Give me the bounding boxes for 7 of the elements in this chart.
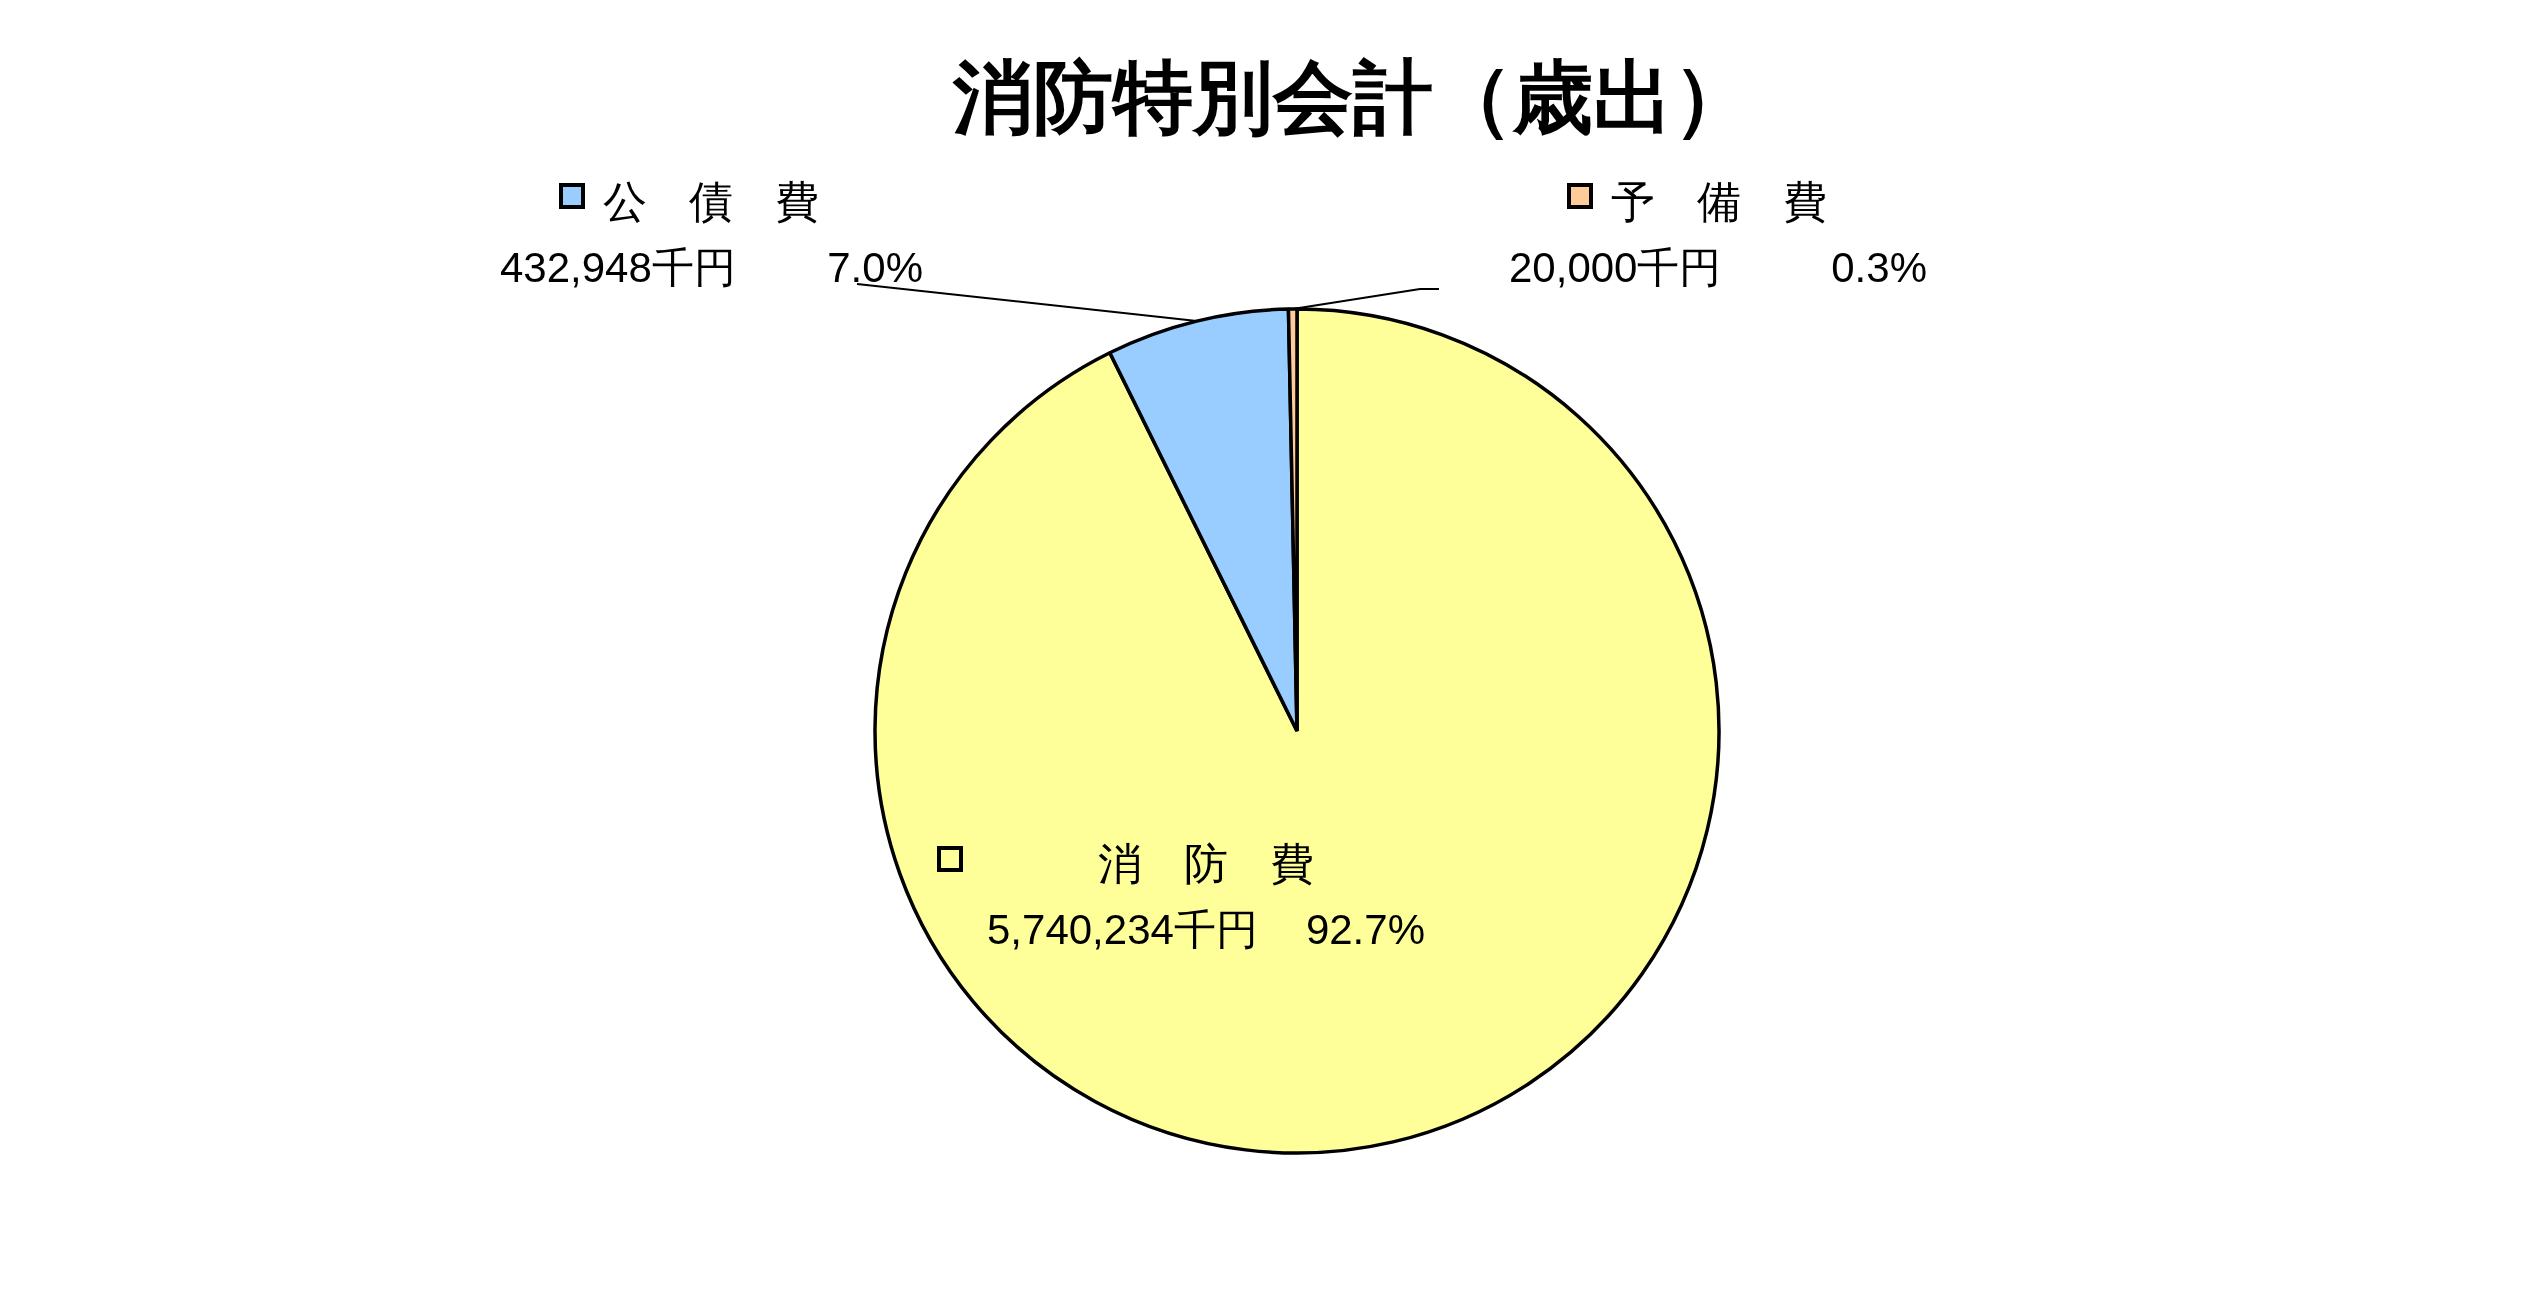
text: 20,000千円 0.3% (1509, 243, 1927, 291)
chart-title: 消防特別会計（歳出） (952, 53, 1753, 143)
text: 432,948千円 7.0% (500, 243, 923, 291)
legend-label: 公債費 (603, 177, 861, 227)
slice-label: 消防費 (1098, 839, 1356, 889)
legend-label: 予備費 (1611, 177, 1869, 227)
data-label: 5,740,234千円 92.7% (987, 905, 1425, 953)
